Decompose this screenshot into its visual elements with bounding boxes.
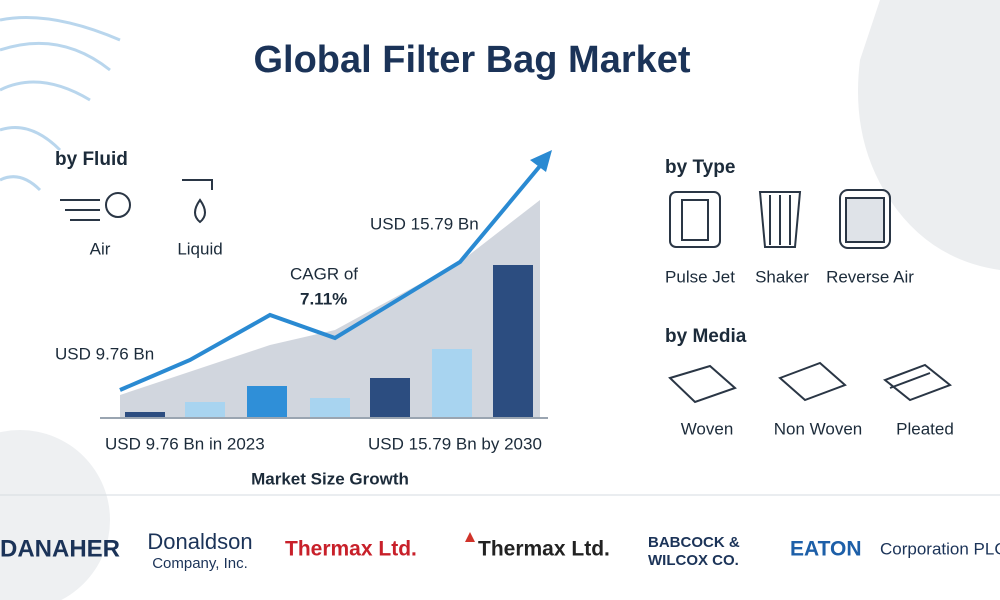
icon-non-woven — [778, 361, 847, 402]
start-caption: USD 9.76 Bn in 2023 — [105, 434, 265, 453]
chart-caption: Market Size Growth — [251, 469, 409, 488]
company-logo: Donaldson — [147, 529, 252, 554]
media-label: Woven — [681, 419, 734, 438]
icon-pulse-jet — [669, 191, 721, 248]
fluid-label: Air — [90, 239, 111, 258]
company-logo: Company, Inc. — [152, 555, 248, 572]
icon-reverse-air — [839, 189, 891, 249]
bar — [370, 378, 410, 418]
icon-woven — [668, 364, 737, 404]
bar — [493, 265, 533, 418]
icon-shaker — [758, 191, 802, 248]
media-label: Pleated — [896, 419, 954, 438]
icon-pleated — [883, 363, 952, 402]
bar — [247, 386, 287, 418]
end-caption: USD 15.79 Bn by 2030 — [368, 434, 542, 453]
media-label: Non Woven — [774, 419, 863, 438]
company-logo: BABCOCK & — [648, 534, 740, 551]
start-label: USD 9.76 Bn — [55, 344, 154, 363]
logo-mark — [465, 532, 475, 542]
bar — [125, 412, 165, 418]
growth-bars — [125, 265, 533, 418]
bar — [185, 402, 225, 418]
decor-air-swirls — [0, 16, 121, 192]
company-logo: WILCOX CO. — [648, 552, 739, 569]
cagr-value: 7.11% — [300, 289, 347, 308]
decor-filter — [858, 0, 1000, 270]
section-heading: by Type — [665, 157, 735, 178]
icon-liquid — [182, 179, 213, 224]
cagr-label: CAGR of — [290, 264, 358, 283]
growth-line — [119, 158, 547, 392]
icon-air — [60, 192, 131, 221]
decor-filter — [0, 430, 110, 600]
company-logo: EATON — [790, 538, 862, 561]
growth-arrow — [530, 150, 552, 172]
bar — [310, 398, 350, 418]
company-logo: DANAHER — [0, 535, 120, 562]
company-logo: Thermax Ltd. — [478, 538, 610, 561]
company-logo: Thermax Ltd. — [285, 538, 417, 561]
type-label: Shaker — [755, 267, 809, 286]
type-label: Pulse Jet — [665, 267, 735, 286]
type-label: Reverse Air — [826, 267, 914, 286]
section-heading: by Media — [665, 326, 747, 347]
section-heading: by Fluid — [55, 149, 128, 170]
title: Global Filter Bag Market — [253, 39, 690, 81]
bar — [432, 349, 472, 418]
end-label: USD 15.79 Bn — [370, 214, 479, 233]
fluid-label: Liquid — [177, 239, 222, 258]
company-logo: Corporation PLC — [880, 539, 1000, 558]
